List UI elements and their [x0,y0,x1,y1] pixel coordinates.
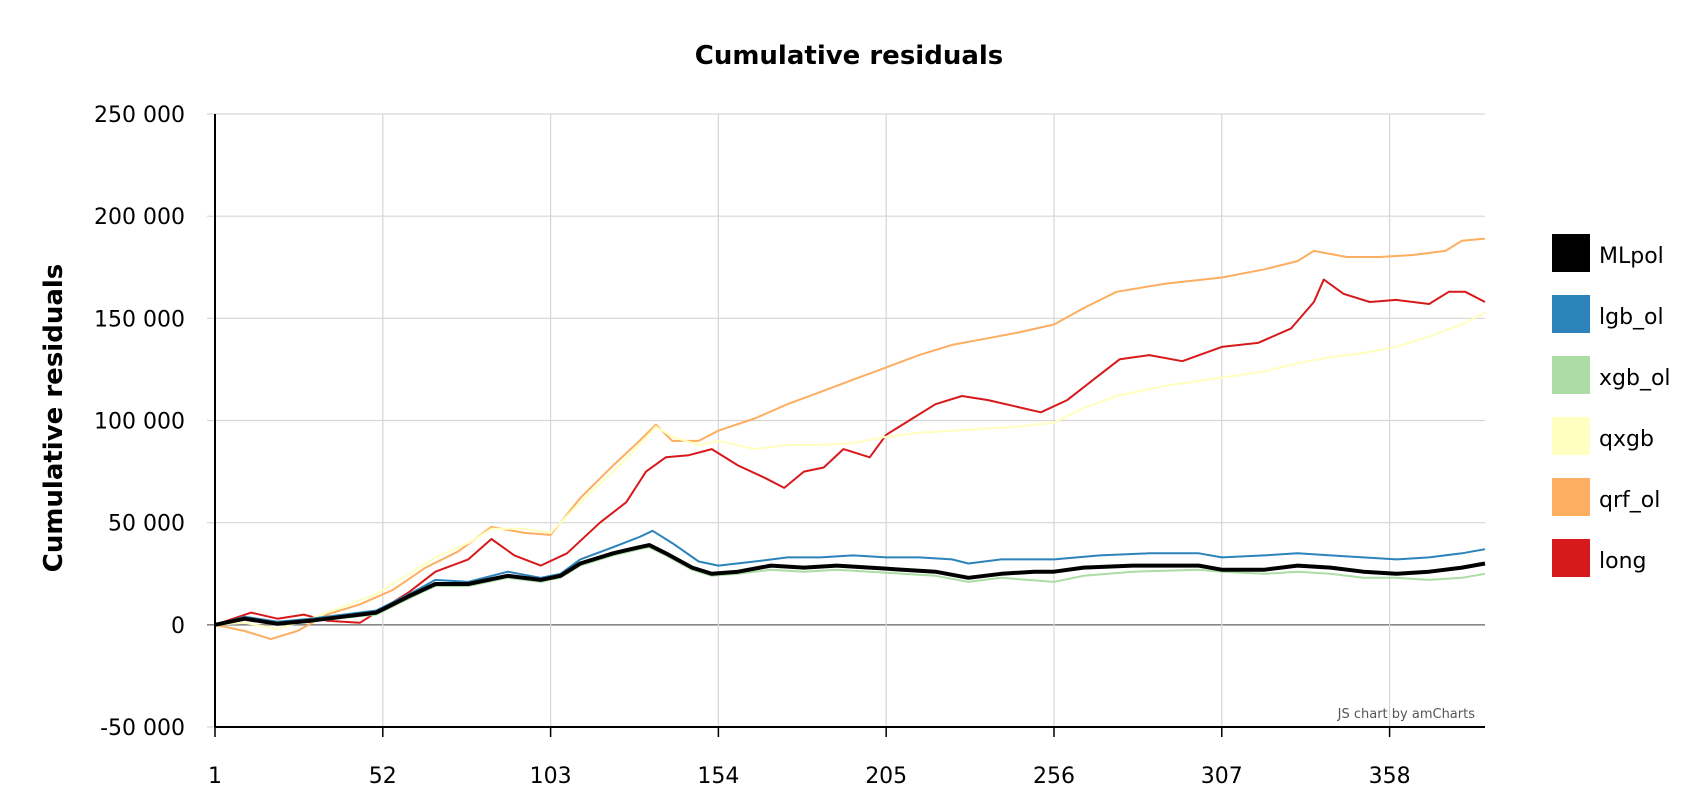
x-tick-label: 52 [369,764,397,789]
axes [214,114,1485,737]
x-tick-label: 358 [1369,764,1411,789]
legend-item-long[interactable]: long [1552,539,1646,577]
legend-item-qrf-ol[interactable]: qrf_ol [1552,478,1660,516]
credit-label[interactable]: JS chart by amCharts [1337,707,1476,722]
y-tick-label: -50 000 [100,716,185,741]
legend-label: qxgb [1599,427,1654,452]
y-tick-label: 200 000 [94,205,185,230]
legend-item-qxgb[interactable]: qxgb [1552,417,1654,455]
y-axis-label: Cumulative residuals [39,264,69,573]
x-tick-label: 205 [865,764,907,789]
legend-item-mlpol[interactable]: MLpol [1552,234,1664,272]
y-tick-label: 100 000 [94,410,185,435]
y-tick-label: 250 000 [94,103,185,128]
chart-title: Cumulative residuals [695,41,1004,71]
y-tick-label: 150 000 [94,307,185,332]
series-line-lgb-ol [214,529,1486,626]
x-tick-label: 307 [1201,764,1243,789]
x-tick-label: 256 [1033,764,1075,789]
legend-swatch [1552,295,1590,333]
series-line-mlpol [214,543,1486,627]
legend-label: lgb_ol [1599,305,1664,330]
x-tick-label: 1 [208,764,222,789]
legend-label: long [1599,549,1646,574]
legend-swatch [1552,356,1590,394]
x-tick-label: 154 [697,764,739,789]
legend-label: MLpol [1599,244,1664,269]
series-line-long [214,278,1486,626]
legend-item-xgb-ol[interactable]: xgb_ol [1552,356,1671,394]
legend-swatch [1552,478,1590,516]
series-line-qrf-ol [214,237,1486,641]
y-tick-label: 50 000 [108,512,185,537]
legend-item-lgb-ol[interactable]: lgb_ol [1552,295,1664,333]
tick-labels: -50 000 0 50 000 100 000 150 000 200 000 250 0… [94,103,1411,789]
legend-swatch [1552,234,1590,272]
legend-label: qrf_ol [1599,488,1660,513]
series-line-qxgb [214,311,1486,630]
legend-swatch [1552,417,1590,455]
series-lines [214,237,1486,641]
series-line-xgb-ol [214,546,1486,626]
x-tick-label: 103 [530,764,572,789]
y-tick-label: 0 [171,614,185,639]
legend-label: xgb_ol [1599,366,1671,391]
grid [207,113,1485,737]
legend-swatch [1552,539,1590,577]
